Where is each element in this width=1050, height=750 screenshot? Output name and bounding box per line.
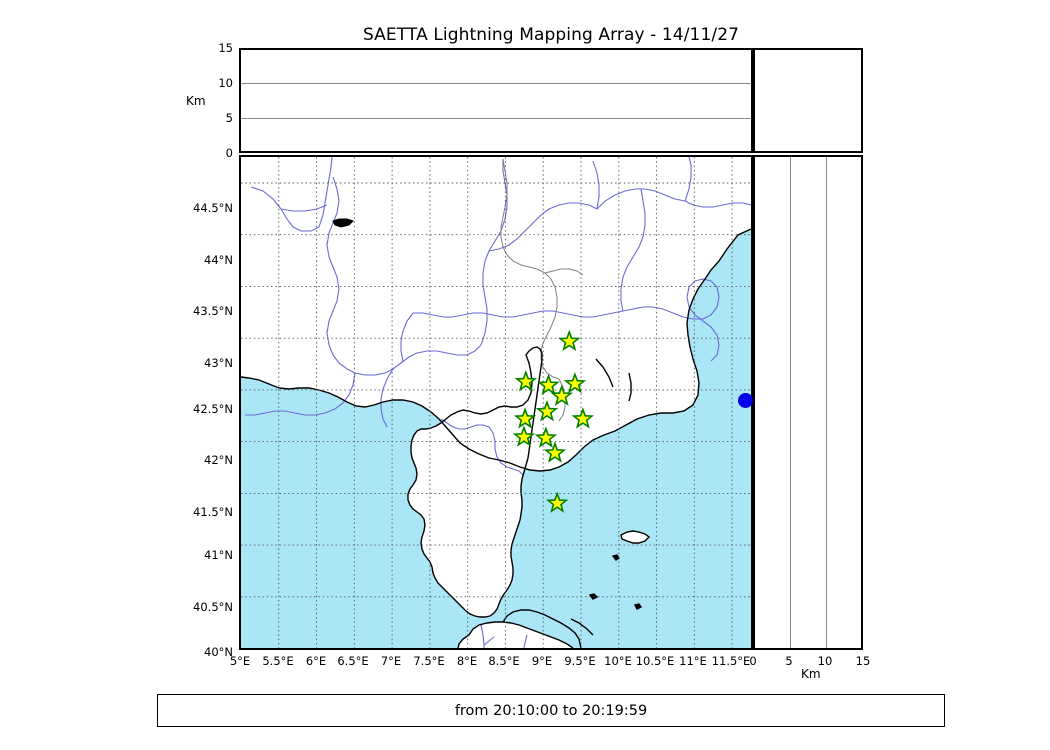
lma-station-marker [571, 407, 595, 429]
lma-station-marker [558, 329, 581, 352]
gridline-10km-right [826, 157, 827, 648]
ytick-map-43.5: 43.5°N [193, 304, 233, 318]
ytick-map-41: 41°N [204, 548, 233, 562]
ytick-map-41.5: 41.5°N [193, 505, 233, 519]
xtick-map-11.5E: 11.5°E [711, 654, 751, 668]
map-graphic [241, 157, 751, 648]
gridline-10km [241, 83, 751, 84]
lma-station-markers [512, 329, 595, 513]
time-range-statusbar: from 20:10:00 to 20:19:59 [157, 694, 945, 727]
lma-station-marker [550, 384, 573, 406]
altitude-latitude-panel [753, 155, 863, 650]
right-panel-xlabel: Km [801, 667, 821, 681]
ytick-map-42.5: 42.5°N [193, 402, 233, 416]
gridline-5km [241, 118, 751, 119]
xtick-right-10: 10 [817, 654, 833, 668]
ytick-map-40: 40°N [204, 645, 233, 659]
altitude-longitude-panel [239, 48, 753, 153]
top-panel-ylabel: Km [186, 94, 206, 108]
corsica-fill [408, 347, 542, 617]
xtick-map-7.5E: 7.5°E [413, 654, 445, 668]
lma-station-marker [514, 370, 538, 392]
ytick-top-10: 10 [218, 76, 233, 90]
lma-station-marker [563, 372, 587, 394]
rivers [245, 157, 751, 648]
plan-view-map-panel [239, 155, 753, 650]
ytick-top-5: 5 [225, 111, 233, 125]
lma-station-marker [534, 426, 558, 448]
vhf-source-marker [738, 393, 753, 408]
ytick-map-44.5: 44.5°N [193, 201, 233, 215]
xtick-map-10.5E: 10.5°E [635, 654, 675, 668]
xtick-right-0: 0 [749, 654, 757, 668]
xtick-map-9E: 9°E [531, 654, 553, 668]
page-title: SAETTA Lightning Mapping Array - 14/11/2… [362, 25, 740, 45]
coastlines [241, 218, 751, 648]
ytick-top-15: 15 [218, 41, 233, 55]
lma-station-marker [543, 441, 567, 463]
xtick-map-10E: 10°E [604, 654, 632, 668]
lma-station-marker [513, 407, 537, 429]
xtick-map-8E: 8°E [456, 654, 478, 668]
ytick-map-40.5: 40.5°N [193, 600, 233, 614]
lma-station-marker [535, 400, 559, 422]
xtick-map-11E: 11°E [679, 654, 707, 668]
xtick-map-9.5E: 9.5°E [564, 654, 596, 668]
lma-station-marker [512, 425, 536, 447]
lma-station-marker [545, 491, 569, 513]
time-range-text: from 20:10:00 to 20:19:59 [454, 702, 648, 719]
lma-station-marker [537, 373, 560, 395]
map-gridlines [241, 157, 751, 648]
xtick-map-6.5E: 6.5°E [337, 654, 369, 668]
ytick-map-44: 44°N [204, 253, 233, 267]
corner-panel [753, 48, 863, 153]
xtick-map-5E: 5°E [229, 654, 251, 668]
xtick-map-6E: 6°E [305, 654, 327, 668]
ytick-map-43: 43°N [204, 356, 233, 370]
xtick-right-5: 5 [785, 654, 793, 668]
ytick-top-0: 0 [225, 146, 233, 160]
elba-fill [621, 531, 649, 543]
xtick-map-5.5E: 5.5°E [262, 654, 294, 668]
xtick-map-7E: 7°E [380, 654, 402, 668]
mainland-fill [241, 157, 751, 471]
gridline-5km-right [790, 157, 791, 648]
ytick-map-42: 42°N [204, 453, 233, 467]
xtick-map-8.5E: 8.5°E [488, 654, 520, 668]
xtick-right-15: 15 [855, 654, 871, 668]
